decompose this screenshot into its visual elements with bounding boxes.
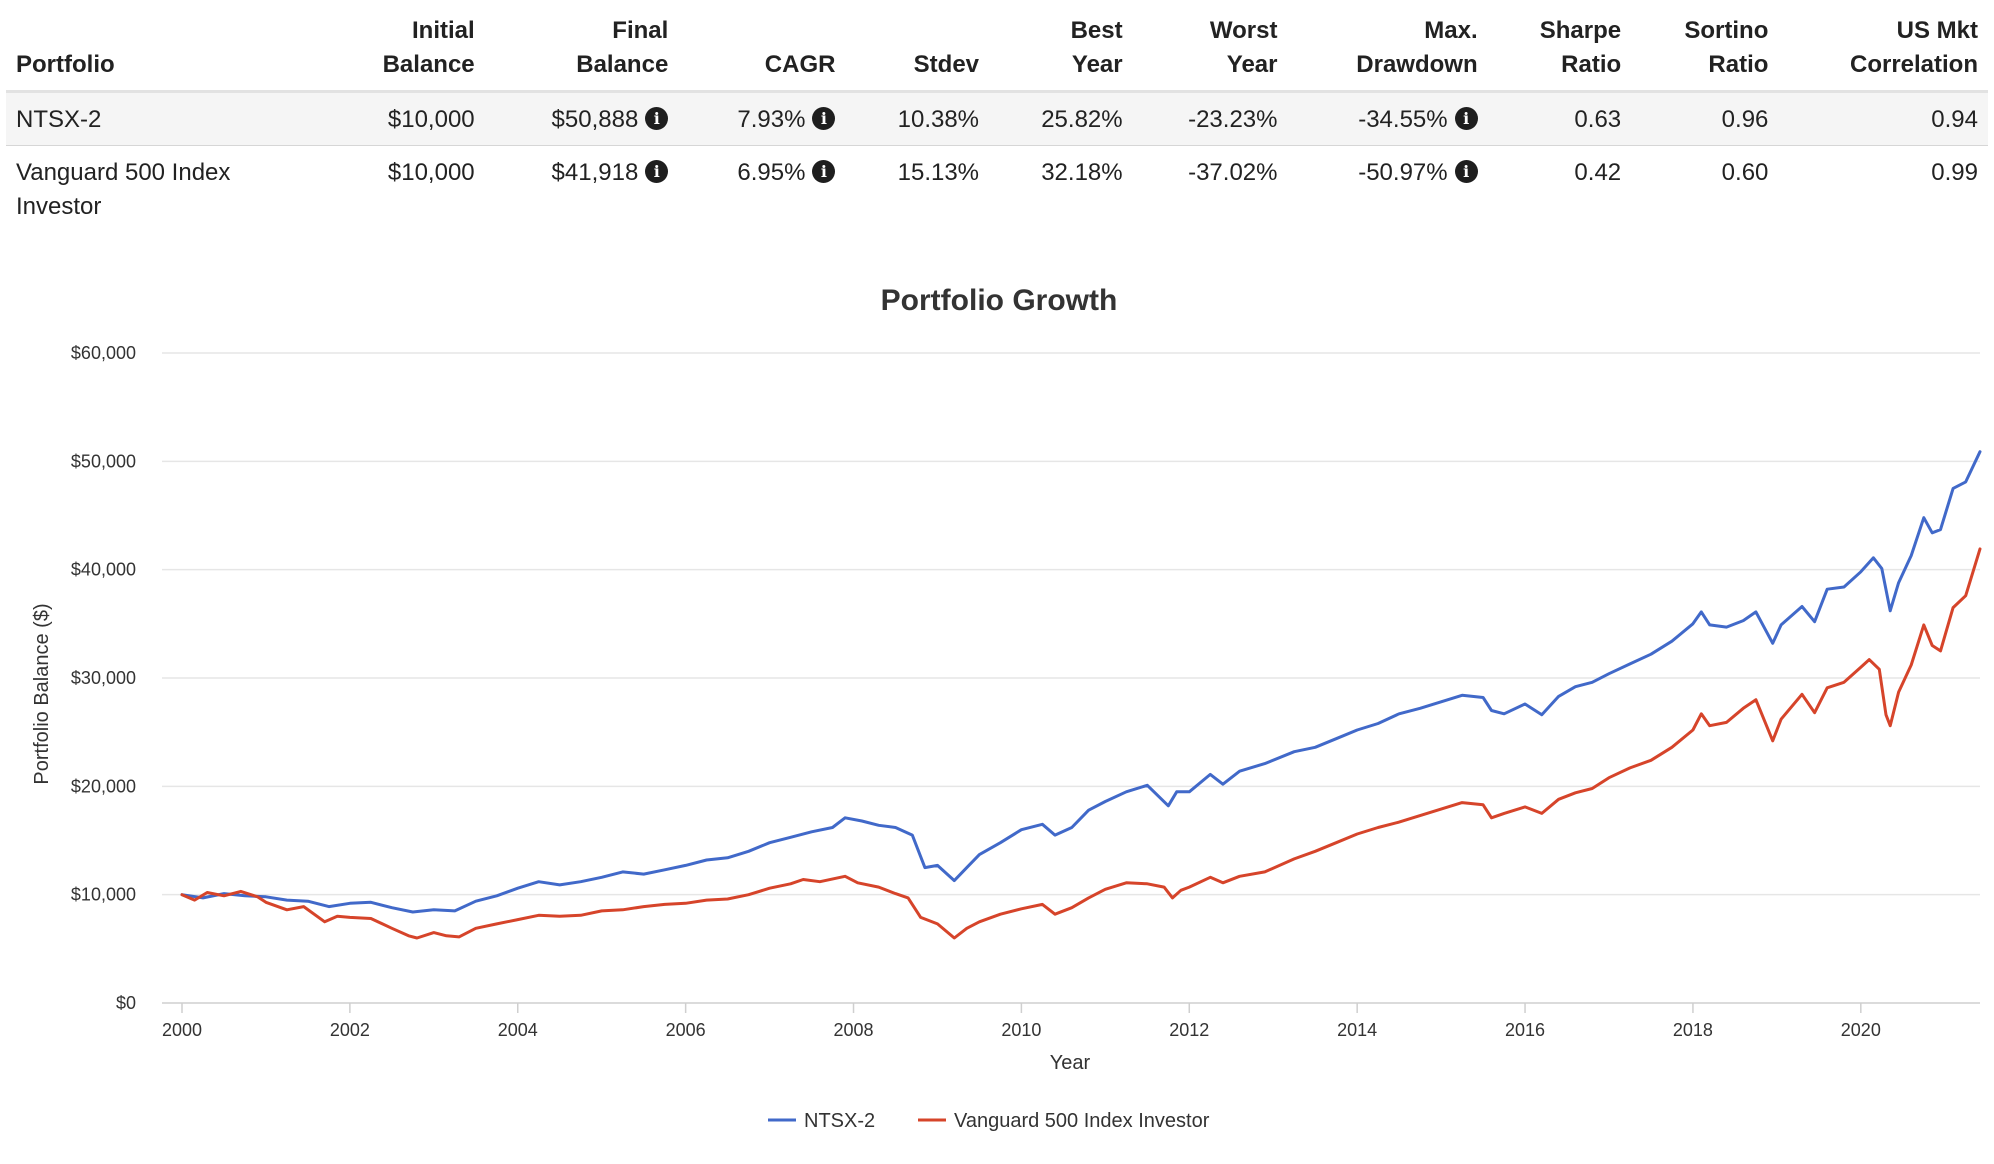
cell-worst-year: -37.02% bbox=[1188, 159, 1278, 186]
header-final-balance: Final Balance bbox=[484, 14, 679, 93]
header-stdev: Stdev bbox=[845, 14, 990, 93]
header-us-mkt-correlation: US Mkt Correlation bbox=[1778, 14, 1988, 93]
y-tick-label: $50,000 bbox=[71, 451, 136, 471]
cell-cagr: 7.93% i bbox=[678, 91, 846, 146]
cell-stdev: 15.13% bbox=[897, 159, 980, 186]
y-tick-label: $20,000 bbox=[71, 776, 136, 796]
chart-title: Portfolio Growth bbox=[881, 284, 1118, 317]
info-circle-icon[interactable]: i bbox=[812, 160, 836, 183]
header-max-drawdown: Max. Drawdown bbox=[1287, 14, 1488, 93]
legend-item[interactable]: Vanguard 500 Index Investor bbox=[954, 1110, 1210, 1132]
cell-sortino-ratio: 0.60 bbox=[1721, 159, 1769, 186]
cell-final-balance: $41,918 i bbox=[485, 146, 679, 233]
series-line-1[interactable] bbox=[180, 547, 1982, 940]
header-worst-year: Worst Year bbox=[1132, 14, 1288, 93]
x-tick-label: 2012 bbox=[1169, 1020, 1209, 1040]
table-row: NTSX-2 $10,000 $50,888 i 7.93% i 10.38% 25… bbox=[6, 91, 1988, 146]
x-tick-label: 2018 bbox=[1673, 1020, 1713, 1040]
cell-us-mkt-correlation: 0.99 bbox=[1931, 159, 1978, 186]
y-tick-label: $40,000 bbox=[71, 560, 136, 580]
y-tick-label: $10,000 bbox=[71, 885, 136, 905]
info-circle-icon[interactable]: i bbox=[1454, 160, 1478, 183]
header-sharpe-ratio: Sharpe Ratio bbox=[1487, 14, 1632, 93]
info-circle-icon[interactable]: i bbox=[645, 160, 669, 183]
info-circle-icon[interactable]: i bbox=[645, 107, 669, 130]
chart-legend[interactable]: NTSX-2 Vanguard 500 Index Investor bbox=[768, 1110, 1210, 1132]
portfolio-metrics-table: Portfolio Initial Balance Final Balance CA… bbox=[6, 14, 1988, 232]
cell-us-mkt-correlation: 0.94 bbox=[1778, 91, 1988, 146]
y-tick-label: $0 bbox=[116, 993, 136, 1013]
cell-worst-year: -23.23% bbox=[1132, 91, 1288, 146]
table-header-row: Portfolio Initial Balance Final Balance CA… bbox=[6, 14, 1988, 93]
cell-best-year: 32.18% bbox=[1041, 159, 1123, 186]
cell-portfolio: NTSX-2 bbox=[6, 91, 326, 146]
x-tick-label: 2020 bbox=[1841, 1020, 1881, 1040]
y-axis-title: Portfolio Balance ($) bbox=[31, 603, 53, 784]
header-best-year: Best Year bbox=[989, 14, 1133, 93]
header-sortino-ratio: Sortino Ratio bbox=[1631, 14, 1779, 93]
info-circle-icon[interactable]: i bbox=[1454, 107, 1478, 130]
cell-stdev: 10.38% bbox=[845, 91, 990, 146]
x-tick-label: 2016 bbox=[1505, 1020, 1545, 1040]
x-tick-label: 2000 bbox=[162, 1020, 202, 1040]
x-tick-label: 2014 bbox=[1337, 1020, 1377, 1040]
x-tick-label: 2004 bbox=[498, 1020, 538, 1040]
info-circle-icon[interactable]: i bbox=[812, 107, 836, 130]
cell-final-balance: $50,888 i bbox=[484, 91, 679, 146]
cell-best-year: 25.82% bbox=[989, 91, 1133, 146]
y-tick-label: $30,000 bbox=[71, 668, 136, 688]
cell-initial-balance: $10,000 bbox=[326, 91, 485, 146]
series-line-0[interactable] bbox=[180, 450, 1982, 914]
legend-item[interactable]: NTSX-2 bbox=[804, 1110, 875, 1132]
gridlines bbox=[162, 352, 1980, 1004]
cell-cagr: 6.95% i bbox=[678, 146, 845, 233]
x-tick-label: 2002 bbox=[330, 1020, 370, 1040]
x-tick-label: 2006 bbox=[666, 1020, 706, 1040]
cell-max-drawdown: -50.97% i bbox=[1287, 146, 1487, 233]
cell-sharpe-ratio: 0.42 bbox=[1574, 159, 1622, 186]
cell-portfolio: Vanguard 500 Index Investor bbox=[16, 159, 231, 220]
x-axis-title: Year bbox=[1050, 1052, 1091, 1074]
series-lines[interactable] bbox=[180, 450, 1982, 940]
header-portfolio: Portfolio bbox=[6, 14, 326, 93]
cell-max-drawdown: -34.55% i bbox=[1287, 91, 1488, 146]
x-tick-label: 2008 bbox=[833, 1020, 873, 1040]
y-tick-label: $60,000 bbox=[71, 343, 136, 363]
x-tick-label: 2010 bbox=[1001, 1020, 1041, 1040]
axis-ticks: $0 $10,000 $20,000 $30,000 $40,000 $50,000 $60… bbox=[71, 343, 1881, 1040]
header-initial-balance: Initial Balance bbox=[326, 14, 485, 93]
cell-sortino-ratio: 0.96 bbox=[1631, 91, 1779, 146]
cell-initial-balance: $10,000 bbox=[387, 159, 475, 186]
cell-sharpe-ratio: 0.63 bbox=[1487, 91, 1632, 146]
header-cagr: CAGR bbox=[678, 14, 846, 93]
table-row: Vanguard 500 Index Investor $10,000 $41,… bbox=[6, 146, 1988, 233]
